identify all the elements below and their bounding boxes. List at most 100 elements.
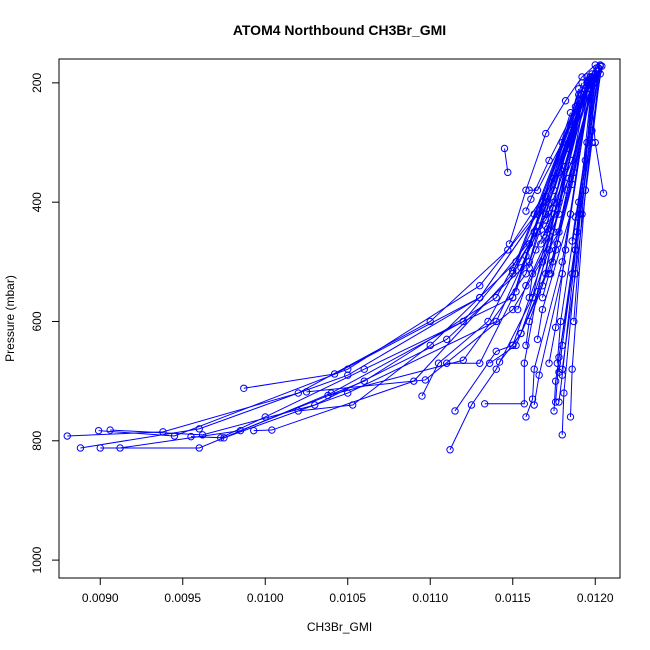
data-point: [538, 305, 547, 314]
series-line: [571, 70, 600, 242]
data-point: [492, 317, 500, 326]
data-point: [542, 210, 550, 218]
data-point: [485, 359, 494, 367]
data-point: [542, 234, 550, 242]
data-point: [530, 365, 538, 373]
data-point: [76, 444, 85, 452]
data-point: [481, 400, 489, 408]
data-point: [522, 341, 530, 350]
series-line: [574, 66, 603, 250]
series-line: [533, 82, 590, 406]
data-point: [558, 341, 566, 350]
data-point: [302, 388, 311, 396]
series-31: [530, 79, 593, 409]
x-axis-label: CH3Br_GMI: [307, 620, 372, 634]
data-point: [492, 347, 500, 356]
data-point: [492, 365, 500, 373]
data-point: [187, 432, 195, 441]
data-point: [553, 240, 561, 248]
data-point: [563, 144, 571, 153]
data-point: [514, 305, 522, 314]
data-point: [525, 264, 533, 272]
data-point: [517, 264, 525, 272]
series-line: [327, 88, 586, 396]
data-point: [446, 446, 454, 454]
data-point: [500, 144, 509, 153]
data-point: [522, 186, 530, 194]
data-point: [542, 129, 550, 138]
series-51: [548, 73, 598, 266]
data-point: [509, 267, 517, 275]
data-point: [533, 335, 542, 344]
data-point: [530, 401, 538, 409]
data-point: [360, 365, 368, 373]
series-1: [500, 144, 512, 177]
data-point: [421, 376, 429, 384]
data-point: [349, 401, 357, 409]
data-point: [551, 398, 560, 406]
x-tick-label: 0.0110: [412, 591, 448, 605]
data-point: [106, 426, 114, 434]
series-line: [446, 76, 591, 364]
data-point: [116, 444, 124, 452]
data-point: [198, 431, 207, 439]
data-point: [484, 317, 492, 326]
series-line: [512, 91, 585, 346]
data-point: [561, 246, 570, 254]
series-line: [98, 76, 591, 437]
data-point: [555, 198, 563, 206]
data-layer: [63, 61, 608, 454]
data-point: [360, 377, 368, 385]
data-point: [568, 237, 576, 245]
data-point: [538, 293, 547, 302]
data-point: [520, 359, 528, 367]
data-point: [538, 198, 547, 206]
data-point: [532, 246, 540, 254]
chart-title: ATOM4 Northbound CH3Br_GMI: [233, 22, 446, 38]
data-point: [555, 398, 563, 406]
data-point: [495, 358, 504, 366]
y-tick-label: 400: [30, 192, 44, 212]
data-point: [538, 258, 547, 266]
data-point: [94, 426, 103, 435]
data-point: [170, 432, 179, 440]
data-point: [250, 426, 258, 435]
data-point: [535, 371, 543, 379]
data-point: [330, 370, 339, 378]
data-point: [311, 401, 319, 409]
data-point: [568, 365, 576, 373]
data-point: [537, 240, 545, 248]
data-point: [528, 270, 537, 278]
y-tick-label: 200: [30, 73, 44, 93]
data-point: [571, 246, 580, 254]
data-point: [580, 88, 588, 96]
data-point: [522, 252, 530, 260]
data-point: [545, 156, 553, 165]
x-tick-label: 0.0105: [329, 591, 366, 605]
data-point: [583, 82, 591, 90]
data-point: [195, 444, 203, 452]
data-point: [294, 389, 302, 397]
data-point: [195, 425, 203, 433]
series-line: [551, 76, 595, 262]
data-point: [509, 305, 517, 314]
series-56: [509, 88, 588, 350]
data-point: [550, 228, 558, 236]
series-line: [558, 82, 595, 373]
data-point: [542, 192, 550, 200]
data-point: [522, 281, 530, 290]
y-tick-label: 600: [30, 311, 44, 331]
data-point: [588, 126, 596, 135]
data-point: [476, 359, 484, 367]
data-point: [575, 210, 583, 218]
data-point: [522, 413, 530, 421]
data-point: [558, 138, 566, 147]
data-point: [492, 293, 500, 302]
data-point: [548, 204, 557, 212]
data-point: [324, 391, 332, 400]
y-tick-label: 1000: [30, 546, 44, 573]
series-line: [489, 100, 580, 364]
data-point: [558, 258, 566, 266]
y-axis-label: Pressure (mbar): [3, 275, 17, 362]
